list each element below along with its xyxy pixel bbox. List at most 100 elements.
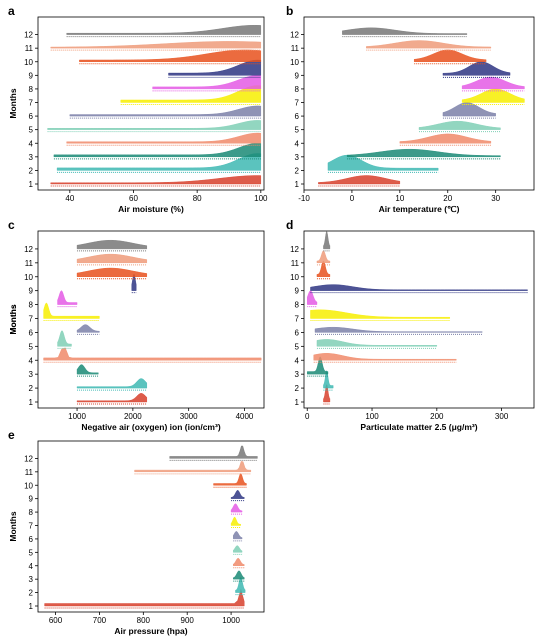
y-tick-label: 12 (24, 31, 33, 40)
y-tick-label: 5 (29, 342, 34, 351)
x-axis-label: Air temperature (℃) (379, 204, 460, 214)
ridge-month-9 (230, 490, 245, 499)
x-tick-label: 10 (395, 194, 404, 203)
y-tick-label: 3 (29, 153, 34, 162)
ridge-month-7 (230, 516, 241, 526)
plot-frame (303, 230, 535, 409)
y-tick-label: 4 (295, 356, 300, 365)
x-tick-label: 900 (181, 616, 195, 625)
x-tick-label: 600 (49, 616, 63, 625)
y-axis-label: Months (8, 304, 18, 334)
y-tick-label: 10 (290, 273, 299, 282)
x-axis-label: Air pressure (hpa) (114, 626, 187, 636)
y-tick-label: 10 (24, 481, 33, 490)
y-tick-label: 4 (295, 139, 300, 148)
ridge-month-4 (399, 133, 492, 144)
ridge-month-10 (316, 260, 331, 277)
ridge-month-2 (76, 378, 148, 389)
y-tick-label: 9 (295, 71, 300, 80)
ridge-month-10 (79, 49, 262, 62)
ridge-month-12 (66, 25, 262, 35)
ridge-month-8 (307, 290, 318, 305)
ridge-month-3 (76, 364, 99, 375)
y-tick-label: 12 (290, 31, 299, 40)
y-tick-label: 2 (29, 166, 34, 175)
x-axis-label: Negative air (oxygen) ion (ion/cm³) (81, 422, 220, 432)
y-tick-label: 8 (29, 508, 34, 517)
y-tick-label: 11 (25, 44, 34, 53)
y-tick-label: 6 (29, 328, 34, 337)
x-tick-label: 20 (443, 194, 452, 203)
ridge-month-3 (346, 149, 501, 158)
ridge-month-8 (57, 290, 78, 305)
y-tick-label: 3 (295, 153, 300, 162)
y-tick-label: 7 (295, 99, 300, 108)
y-tick-label: 1 (295, 180, 300, 189)
y-tick-label: 8 (29, 85, 34, 94)
y-tick-label: 9 (295, 287, 300, 296)
plot-frame (37, 440, 265, 613)
plot-frame (37, 230, 265, 409)
ridge-month-12 (342, 27, 468, 35)
y-tick-label: 1 (29, 398, 34, 407)
ridge-month-1 (50, 175, 262, 185)
ridge-month-5 (316, 339, 438, 347)
y-tick-label: 11 (25, 259, 34, 268)
ridge-month-8 (230, 503, 243, 513)
y-tick-label: 10 (24, 273, 33, 282)
ridge-month-8 (461, 76, 525, 90)
ridge-month-5 (47, 120, 262, 130)
y-tick-label: 3 (295, 370, 300, 379)
ridge-month-3 (307, 356, 329, 375)
y-tick-label: 8 (29, 301, 34, 310)
x-tick-label: 30 (491, 194, 500, 203)
y-tick-label: 11 (25, 468, 34, 477)
ridge-month-2 (323, 370, 334, 389)
ridge-month-5 (418, 120, 501, 130)
x-tick-label: 700 (93, 616, 107, 625)
x-tick-label: -10 (298, 194, 310, 203)
ridge-month-6 (314, 327, 483, 333)
y-tick-label: 11 (291, 44, 300, 53)
y-axis-label: Months (8, 511, 18, 541)
plot-frame (303, 16, 535, 191)
y-tick-label: 1 (29, 602, 34, 611)
x-axis-label: Air moisture (%) (118, 204, 184, 214)
y-tick-label: 2 (29, 384, 34, 393)
y-tick-label: 12 (290, 245, 299, 254)
y-tick-label: 2 (29, 589, 34, 598)
ridge-month-7 (310, 309, 450, 319)
plot-frame (37, 16, 265, 191)
y-tick-label: 9 (29, 495, 34, 504)
x-tick-label: 0 (305, 412, 310, 421)
ridge-month-6 (76, 324, 100, 333)
y-tick-label: 4 (29, 356, 34, 365)
panel-letter-d: d (286, 218, 293, 232)
x-tick-label: 3000 (180, 412, 198, 421)
ridge-month-3 (53, 143, 262, 158)
y-axis-label: Months (8, 88, 18, 118)
y-tick-label: 7 (29, 315, 34, 324)
ridge-month-10 (76, 267, 148, 277)
y-tick-label: 12 (24, 245, 33, 254)
ridge-month-11 (316, 250, 331, 264)
ridge-month-11 (76, 253, 148, 264)
y-tick-label: 1 (295, 398, 300, 407)
y-tick-label: 12 (24, 454, 33, 463)
y-tick-label: 6 (29, 535, 34, 544)
y-axis-label: Months (8, 304, 18, 334)
x-tick-label: 200 (430, 412, 444, 421)
x-tick-label: 60 (129, 194, 138, 203)
ridge-month-9 (168, 59, 262, 76)
ridge-month-3 (233, 570, 245, 580)
ridge-month-11 (50, 41, 262, 49)
ridge-month-1 (318, 175, 401, 185)
ridge-month-6 (442, 102, 496, 117)
x-tick-label: 300 (495, 412, 509, 421)
y-tick-label: 8 (295, 301, 300, 310)
panel-letter-c: c (8, 218, 15, 232)
